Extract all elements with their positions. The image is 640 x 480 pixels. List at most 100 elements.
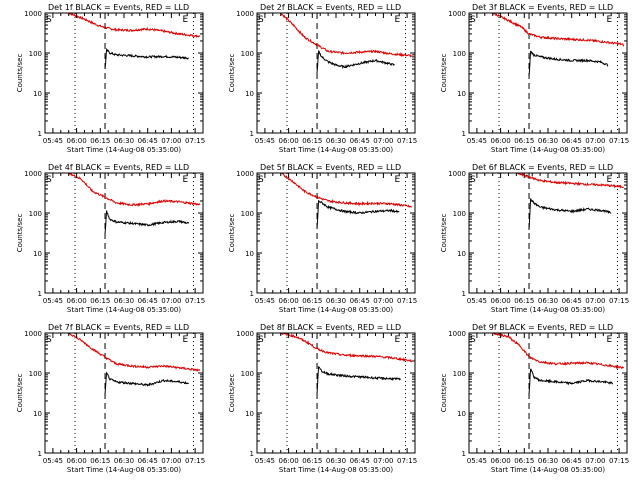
plot-area: [469, 173, 625, 293]
y-tick-label: 1000: [24, 10, 42, 18]
start-marker-label: S: [470, 15, 476, 25]
x-tick-label: 06:45: [350, 297, 370, 305]
x-tick-label: 07:00: [585, 137, 605, 145]
lld-series-line: [257, 173, 412, 209]
plot-area: [45, 13, 201, 133]
y-tick-label: 10: [457, 410, 466, 418]
plot-frame: [256, 12, 416, 134]
events-series-line: [528, 198, 612, 230]
y-tick-label: 1000: [236, 330, 254, 338]
y-tick-label: 1: [462, 450, 466, 458]
x-tick-label: 06:00: [67, 457, 87, 465]
x-tick-label: 07:15: [397, 457, 417, 465]
y-tick-label: 10: [33, 90, 42, 98]
x-tick-label: 07:15: [609, 457, 629, 465]
y-tick-label: 1: [38, 290, 42, 298]
chart-panel-2: Det 2f BLACK = Events, RED = LLD S E 1 10 100…: [228, 3, 417, 154]
y-tick-label: 100: [241, 210, 254, 218]
x-tick-label: 06:30: [538, 297, 558, 305]
x-tick-label: 06:45: [138, 297, 158, 305]
x-tick-label: 07:15: [185, 297, 205, 305]
lld-series-line: [45, 173, 201, 207]
x-tick-label: 05:45: [255, 137, 275, 145]
x-tick-label: 07:15: [397, 137, 417, 145]
x-tick-label: 06:15: [90, 457, 110, 465]
chart-panel-3: Det 3f BLACK = Events, RED = LLD S E 1 10 100…: [440, 3, 629, 154]
x-tick-label: 06:15: [302, 297, 322, 305]
x-tick-label: 06:45: [138, 137, 158, 145]
plot-area: [257, 13, 413, 133]
x-tick-label: 06:15: [514, 457, 534, 465]
x-tick-label: 07:15: [609, 137, 629, 145]
chart-panel-6: Det 6f BLACK = Events, RED = LLD S E 1 10 100…: [440, 163, 629, 314]
lld-series-line: [45, 13, 201, 39]
chart-panel-8: Det 8f BLACK = Events, RED = LLD S E 1 10 100…: [228, 323, 417, 474]
x-tick-label: 07:15: [185, 137, 205, 145]
panel-title: Det 5f BLACK = Events, RED = LLD: [260, 163, 401, 172]
y-tick-label: 10: [457, 90, 466, 98]
start-marker-label: S: [46, 15, 52, 25]
start-marker-label: S: [46, 175, 52, 185]
y-tick-label: 1: [250, 290, 254, 298]
x-tick-label: 06:15: [514, 297, 534, 305]
x-tick-label: 06:15: [302, 137, 322, 145]
x-tick-label: 06:00: [279, 457, 299, 465]
plot-frame: [468, 332, 628, 454]
lld-series-line: [257, 333, 413, 363]
panel-title: Det 4f BLACK = Events, RED = LLD: [48, 163, 189, 172]
y-axis-label: Counts/sec: [228, 374, 236, 413]
x-tick-label: 06:30: [114, 457, 134, 465]
y-tick-label: 1: [250, 130, 254, 138]
x-axis-label: Start Time (14-Aug-08 05:35:00): [491, 146, 605, 154]
plot-frame: [468, 172, 628, 294]
start-marker-label: S: [470, 175, 476, 185]
start-marker-label: S: [470, 335, 476, 345]
x-tick-label: 06:30: [114, 297, 134, 305]
lld-series-line: [257, 13, 413, 58]
plot-frame: [44, 332, 204, 454]
y-axis-label: Counts/sec: [228, 54, 236, 93]
panel-title: Det 2f BLACK = Events, RED = LLD: [260, 3, 401, 12]
y-axis-label: Counts/sec: [440, 54, 448, 93]
x-tick-label: 06:45: [350, 137, 370, 145]
x-tick-label: 07:00: [161, 457, 181, 465]
x-tick-label: 06:15: [90, 297, 110, 305]
x-tick-label: 05:45: [43, 457, 63, 465]
plot-frame: [256, 172, 416, 294]
end-marker-label: E: [183, 335, 189, 345]
plot-area: [469, 333, 625, 453]
x-tick-label: 06:00: [279, 297, 299, 305]
x-tick-label: 06:45: [562, 457, 582, 465]
x-axis-label: Start Time (14-Aug-08 05:35:00): [67, 466, 181, 474]
x-tick-label: 07:15: [185, 457, 205, 465]
x-axis-label: Start Time (14-Aug-08 05:35:00): [279, 466, 393, 474]
x-axis-label: Start Time (14-Aug-08 05:35:00): [67, 146, 181, 154]
panel-title: Det 3f BLACK = Events, RED = LLD: [472, 3, 613, 12]
y-tick-label: 1000: [24, 330, 42, 338]
x-tick-label: 06:30: [326, 137, 346, 145]
x-tick-label: 06:45: [562, 297, 582, 305]
end-marker-label: E: [183, 175, 189, 185]
x-tick-label: 05:45: [43, 297, 63, 305]
y-axis-label: Counts/sec: [16, 54, 24, 93]
lld-series-line: [45, 333, 201, 372]
x-axis-label: Start Time (14-Aug-08 05:35:00): [279, 146, 393, 154]
y-tick-label: 10: [245, 410, 254, 418]
start-marker-label: S: [258, 15, 264, 25]
x-tick-label: 06:15: [302, 457, 322, 465]
x-axis-label: Start Time (14-Aug-08 05:35:00): [279, 306, 393, 314]
x-tick-label: 06:30: [538, 457, 558, 465]
x-tick-label: 06:00: [279, 137, 299, 145]
events-series-line: [528, 368, 614, 395]
y-tick-label: 100: [241, 50, 254, 58]
chart-panel-4: Det 4f BLACK = Events, RED = LLD S E 1 10 100…: [16, 163, 205, 314]
x-tick-label: 06:00: [491, 457, 511, 465]
plot-area: [257, 333, 413, 453]
plot-area: [257, 173, 412, 293]
x-tick-label: 06:15: [90, 137, 110, 145]
x-tick-label: 06:00: [67, 137, 87, 145]
y-tick-label: 1000: [236, 10, 254, 18]
y-axis-label: Counts/sec: [228, 214, 236, 253]
end-marker-label: E: [607, 15, 613, 25]
x-tick-label: 07:00: [161, 137, 181, 145]
